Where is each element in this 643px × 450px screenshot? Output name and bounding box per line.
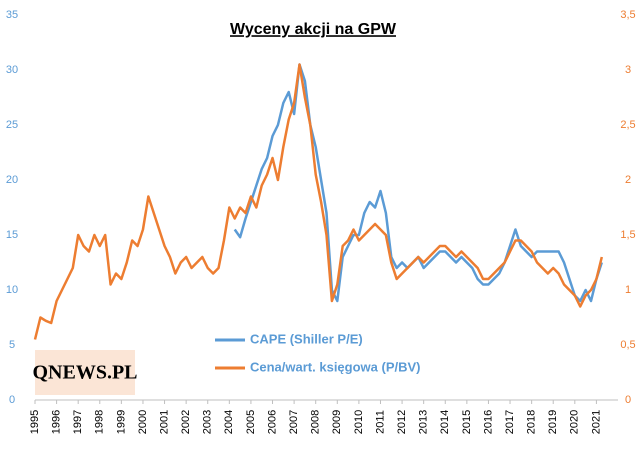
- x-tick-label: 2007: [288, 410, 300, 434]
- y2-tick-label: 0,5: [620, 339, 635, 351]
- y-tick-label: 20: [6, 174, 18, 186]
- x-tick-label: 2000: [137, 410, 149, 434]
- x-tick-label: 2009: [331, 410, 343, 434]
- y2-tick-label: 3: [625, 64, 631, 76]
- legend-label: Cena/wart. księgowa (P/BV): [250, 359, 421, 374]
- watermark: QNEWS.PL: [32, 362, 137, 384]
- x-tick-label: 2002: [180, 410, 192, 434]
- x-tick-label: 2013: [418, 410, 430, 434]
- y-tick-label: 35: [6, 9, 18, 21]
- y2-tick-label: 1: [625, 284, 631, 296]
- x-tick-label: 2021: [590, 410, 602, 434]
- x-tick-label: 2019: [547, 410, 559, 434]
- y-tick-label: 15: [6, 229, 18, 241]
- x-tick-label: 2018: [526, 410, 538, 434]
- series-line: [33, 63, 604, 340]
- y-tick-label: 25: [6, 119, 18, 131]
- x-tick-label: 1999: [115, 410, 127, 434]
- y2-tick-label: 3,5: [620, 9, 635, 21]
- x-tick-label: 2008: [310, 410, 322, 434]
- x-tick-label: 2010: [353, 410, 365, 434]
- x-tick-label: 2020: [569, 410, 581, 434]
- series-line: [233, 63, 603, 303]
- x-tick-label: 2006: [266, 410, 278, 434]
- y-tick-label: 0: [9, 394, 15, 406]
- x-tick-label: 1996: [50, 410, 62, 434]
- x-tick-label: 1997: [72, 410, 84, 434]
- y2-tick-label: 1,5: [620, 229, 635, 241]
- x-tick-label: 1995: [29, 410, 41, 434]
- x-tick-label: 2017: [504, 410, 516, 434]
- x-tick-label: 2001: [158, 410, 170, 434]
- x-tick-label: 2004: [223, 410, 235, 434]
- x-tick-label: 2011: [374, 410, 386, 434]
- x-tick-label: 2005: [245, 410, 257, 434]
- x-tick-label: 1998: [94, 410, 106, 434]
- x-tick-label: 2016: [482, 410, 494, 434]
- y2-tick-label: 2,5: [620, 119, 635, 131]
- legend-label: CAPE (Shiller P/E): [250, 331, 363, 346]
- y-tick-label: 5: [9, 339, 15, 351]
- chart-title: Wyceny akcji na GPW: [230, 21, 397, 38]
- x-tick-label: 2014: [439, 410, 451, 434]
- x-tick-label: 2015: [461, 410, 473, 434]
- x-tick-label: 2012: [396, 410, 408, 434]
- watermark-box: [35, 350, 135, 395]
- y-tick-label: 30: [6, 64, 18, 76]
- x-tick-label: 2003: [202, 410, 214, 434]
- y2-tick-label: 0: [625, 394, 631, 406]
- y2-tick-label: 2: [625, 174, 631, 186]
- y-tick-label: 10: [6, 284, 18, 296]
